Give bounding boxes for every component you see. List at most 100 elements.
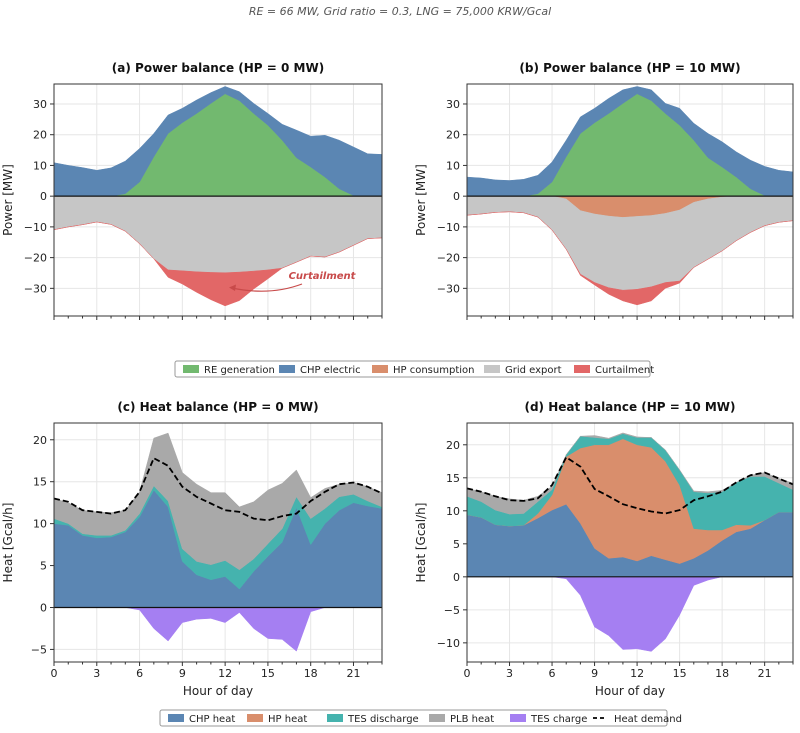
legend-item: HP heat [247, 714, 307, 725]
y-tick-label: −10 [24, 221, 47, 234]
legend-label: Curtailment [595, 365, 654, 376]
legend-label: Heat demand [614, 714, 682, 725]
legend-item: PLB heat [429, 714, 494, 725]
legend-label: RE generation [204, 365, 275, 376]
legend-label: TES discharge [347, 714, 419, 725]
panel-title: (c) Heat balance (HP = 0 MW) [117, 400, 318, 414]
legend-swatch [183, 365, 199, 373]
axes-frame [466, 83, 794, 317]
x-tick-label: 6 [549, 667, 556, 680]
x-tick-label: 21 [346, 667, 360, 680]
y-tick-label: −20 [437, 252, 460, 265]
panel-title: (d) Heat balance (HP = 10 MW) [524, 400, 735, 414]
heat-demand-line [53, 456, 383, 522]
x-tick-label: 15 [261, 667, 275, 680]
x-tick-label: 3 [93, 667, 100, 680]
legend-item: Curtailment [574, 365, 654, 376]
y-tick-label: 0 [40, 601, 47, 614]
y-tick-label: 0 [40, 190, 47, 203]
annotation-arrow [231, 283, 303, 292]
x-tick-label: 18 [715, 667, 729, 680]
x-tick-label: 0 [464, 667, 471, 680]
legend-swatch [372, 365, 388, 373]
axes-frame [466, 422, 794, 663]
axes-frame [53, 422, 383, 663]
heat-demand-line [466, 455, 794, 515]
legend-item: Heat demand [593, 714, 682, 725]
panel-title: (b) Power balance (HP = 10 MW) [519, 61, 740, 75]
area-tes-charge [467, 576, 793, 652]
y-axis-label: Power [MW] [414, 164, 428, 236]
legend-item: Grid export [484, 365, 562, 376]
panel-a: Curtailment −30 −20 −10 0 10 20 30 (a) Power bal… [1, 61, 383, 320]
y-tick-label: −10 [437, 637, 460, 650]
x-tick-label: 21 [758, 667, 772, 680]
x-tick-label: 3 [506, 667, 513, 680]
legend-label: HP heat [268, 714, 307, 725]
area-tes-charge [54, 607, 382, 652]
y-tick-label: 30 [33, 98, 47, 111]
y-tick-label: 10 [446, 505, 460, 518]
x-tick-label: 6 [136, 667, 143, 680]
area-grid-export [53, 195, 383, 273]
annotation-curtailment: Curtailment [289, 271, 357, 282]
legend-item: HP consumption [372, 365, 474, 376]
y-tick-label: 5 [40, 560, 47, 573]
legend-swatch [574, 365, 590, 373]
x-tick-label: 15 [673, 667, 687, 680]
x-tick-label: 12 [630, 667, 644, 680]
y-tick-label: −30 [437, 282, 460, 295]
legend-power: RE generation CHP electric HP consumption G… [174, 360, 654, 378]
y-tick-label: 5 [453, 538, 460, 551]
x-tick-label: 9 [591, 667, 598, 680]
legend-swatch [510, 714, 526, 722]
legend-swatch [429, 714, 445, 722]
y-tick-label: 10 [33, 518, 47, 531]
y-tick-label: 0 [453, 571, 460, 584]
y-tick-label: 15 [446, 472, 460, 485]
y-tick-label: 30 [446, 98, 460, 111]
legend-item: CHP electric [279, 365, 361, 376]
axes-frame [53, 83, 383, 317]
legend-heat: CHP heat HP heat TES discharge PLB heat TES … [159, 709, 682, 727]
y-axis-label: Heat [Gcal/h] [414, 503, 428, 583]
legend-label: Grid export [505, 365, 562, 376]
legend-item: TES discharge [327, 714, 419, 725]
legend-label: HP consumption [393, 365, 474, 376]
y-tick-label: −10 [437, 221, 460, 234]
y-tick-label: 20 [446, 439, 460, 452]
x-tick-label: 9 [179, 667, 186, 680]
x-axis-label: Hour of day [595, 684, 665, 698]
y-tick-label: 0 [453, 190, 460, 203]
panel-d: 0 3 6 9 12 15 18 21 −10 −5 0 5 10 15 20 (d) Heat balanc… [414, 400, 794, 698]
legend-label: TES charge [530, 714, 587, 725]
x-axis-label: Hour of day [183, 684, 253, 698]
y-axis-label: Heat [Gcal/h] [1, 503, 15, 583]
legend-box [159, 709, 668, 727]
legend-item: RE generation [183, 365, 275, 376]
legend-label: CHP electric [300, 365, 361, 376]
y-tick-label: −5 [31, 643, 47, 656]
legend-swatch [279, 365, 295, 373]
legend-item: CHP heat [168, 714, 235, 725]
suptitle: RE = 66 MW, Grid ratio = 0.3, LNG = 75,0… [249, 5, 551, 18]
y-tick-label: −5 [444, 604, 460, 617]
legend-label: CHP heat [189, 714, 235, 725]
x-tick-label: 0 [51, 667, 58, 680]
y-tick-label: 20 [446, 129, 460, 142]
y-tick-label: 20 [33, 129, 47, 142]
legend-swatch [327, 714, 343, 722]
y-axis-label: Power [MW] [1, 164, 15, 236]
y-tick-label: −20 [24, 252, 47, 265]
panel-b: −30 −20 −10 0 10 20 30 (b) Power balance (HP = … [414, 61, 794, 320]
x-tick-label: 12 [218, 667, 232, 680]
legend-item: TES charge [510, 714, 587, 725]
y-tick-label: 15 [33, 476, 47, 489]
legend-label: PLB heat [450, 714, 494, 725]
y-tick-label: −30 [24, 282, 47, 295]
panel-c: 0 3 6 9 12 15 18 21 −5 0 5 10 15 20 (c) Heat balance (… [1, 400, 383, 698]
y-tick-label: 10 [446, 159, 460, 172]
y-tick-label: 20 [33, 434, 47, 447]
arrow-head [229, 284, 236, 291]
